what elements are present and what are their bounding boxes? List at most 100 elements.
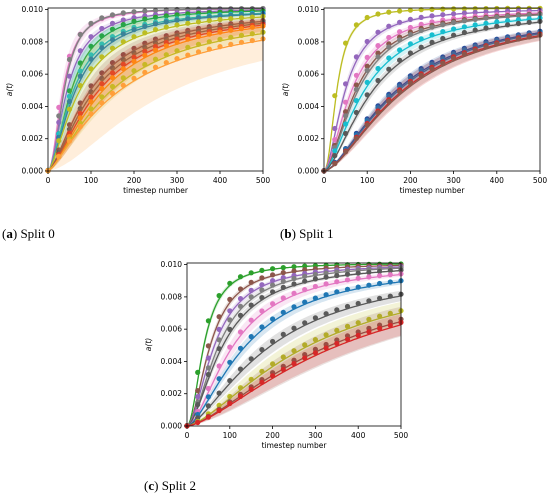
- series-point: [56, 138, 62, 144]
- x-axis-label: timestep number: [262, 441, 328, 450]
- series-point: [109, 37, 116, 43]
- series-point: [131, 15, 137, 21]
- series-band: [324, 30, 540, 171]
- series-point: [237, 296, 244, 302]
- series-point: [142, 16, 148, 22]
- series-point: [386, 34, 392, 41]
- series-point: [353, 82, 359, 88]
- series-point: [387, 279, 393, 285]
- series-point: [334, 307, 340, 313]
- series-point: [270, 278, 276, 284]
- series-point: [280, 309, 286, 315]
- y-tick-label: 0.002: [22, 134, 44, 143]
- series-point: [205, 355, 211, 361]
- series-point: [142, 8, 148, 14]
- series-point: [66, 73, 73, 79]
- series-point: [429, 66, 435, 72]
- series-point: [216, 390, 222, 396]
- series-6: [45, 11, 266, 173]
- series-point: [291, 361, 297, 367]
- series-point: [312, 295, 318, 301]
- series-point: [131, 68, 137, 74]
- series-point: [375, 65, 381, 72]
- series-point: [227, 359, 233, 365]
- series-point: [66, 126, 73, 132]
- series-point: [280, 354, 286, 360]
- series-point: [270, 361, 276, 367]
- series-point: [152, 36, 159, 42]
- series-point: [217, 13, 223, 19]
- series-point: [343, 130, 349, 137]
- series-point: [131, 27, 137, 33]
- series-point: [88, 56, 94, 62]
- series-point: [366, 274, 372, 280]
- series-point: [407, 16, 413, 22]
- caption-text: Split 2: [161, 478, 197, 493]
- series-point: [131, 75, 137, 81]
- series-point: [418, 36, 424, 42]
- series-point: [205, 318, 211, 324]
- series-point: [472, 22, 478, 28]
- series-4: [321, 11, 543, 174]
- series-point: [248, 270, 254, 276]
- series-point: [248, 317, 254, 323]
- series-point: [185, 16, 191, 22]
- series-point: [387, 272, 393, 278]
- plot-frame: [323, 7, 541, 172]
- series-point: [375, 11, 381, 17]
- series-point: [120, 61, 126, 67]
- series-point: [216, 346, 222, 352]
- series-point: [332, 161, 338, 167]
- series-point: [120, 82, 126, 88]
- series-point: [355, 284, 361, 290]
- series-point: [291, 264, 297, 270]
- series-point: [451, 26, 457, 32]
- series-point: [259, 379, 265, 385]
- series-point: [407, 80, 413, 86]
- series-point: [99, 54, 105, 60]
- series-point: [440, 29, 446, 35]
- series-line: [323, 35, 541, 172]
- series-point: [142, 23, 148, 29]
- series-point: [323, 270, 329, 276]
- series-point: [494, 41, 500, 47]
- series-point: [270, 266, 276, 272]
- caption-text: Split 0: [20, 226, 55, 241]
- series-point: [56, 113, 62, 119]
- series-point: [185, 20, 191, 26]
- series-point: [228, 16, 234, 22]
- y-tick-label: 0.006: [298, 70, 320, 79]
- x-tick-label: 400: [490, 176, 505, 185]
- series-point: [407, 31, 413, 38]
- series-point: [88, 99, 94, 105]
- series-point: [377, 313, 383, 319]
- series-point: [291, 348, 297, 354]
- series-point: [152, 14, 159, 20]
- x-tick-label: 100: [84, 176, 99, 185]
- x-tick-label: 200: [403, 176, 418, 185]
- series-point: [142, 40, 148, 46]
- series-point: [248, 356, 254, 362]
- y-tick-label: 0.008: [161, 292, 183, 301]
- series-point: [248, 287, 254, 293]
- series-12: [45, 19, 266, 174]
- series-point: [353, 86, 359, 93]
- series-point: [505, 22, 511, 28]
- series-4: [184, 267, 404, 429]
- series-point: [249, 31, 255, 37]
- series-point: [270, 282, 276, 288]
- series-point: [397, 47, 403, 53]
- series-point: [88, 34, 94, 40]
- series-point: [451, 55, 457, 62]
- series-point: [375, 29, 381, 35]
- series-point: [195, 388, 201, 394]
- series-point: [302, 355, 308, 361]
- series-point: [343, 40, 349, 46]
- y-axis-label: a(t): [144, 338, 153, 351]
- series-point: [259, 324, 265, 330]
- series-point: [334, 269, 340, 275]
- series-point: [407, 75, 413, 81]
- series-point: [185, 36, 191, 42]
- series-point: [387, 322, 393, 328]
- series-point: [227, 326, 233, 332]
